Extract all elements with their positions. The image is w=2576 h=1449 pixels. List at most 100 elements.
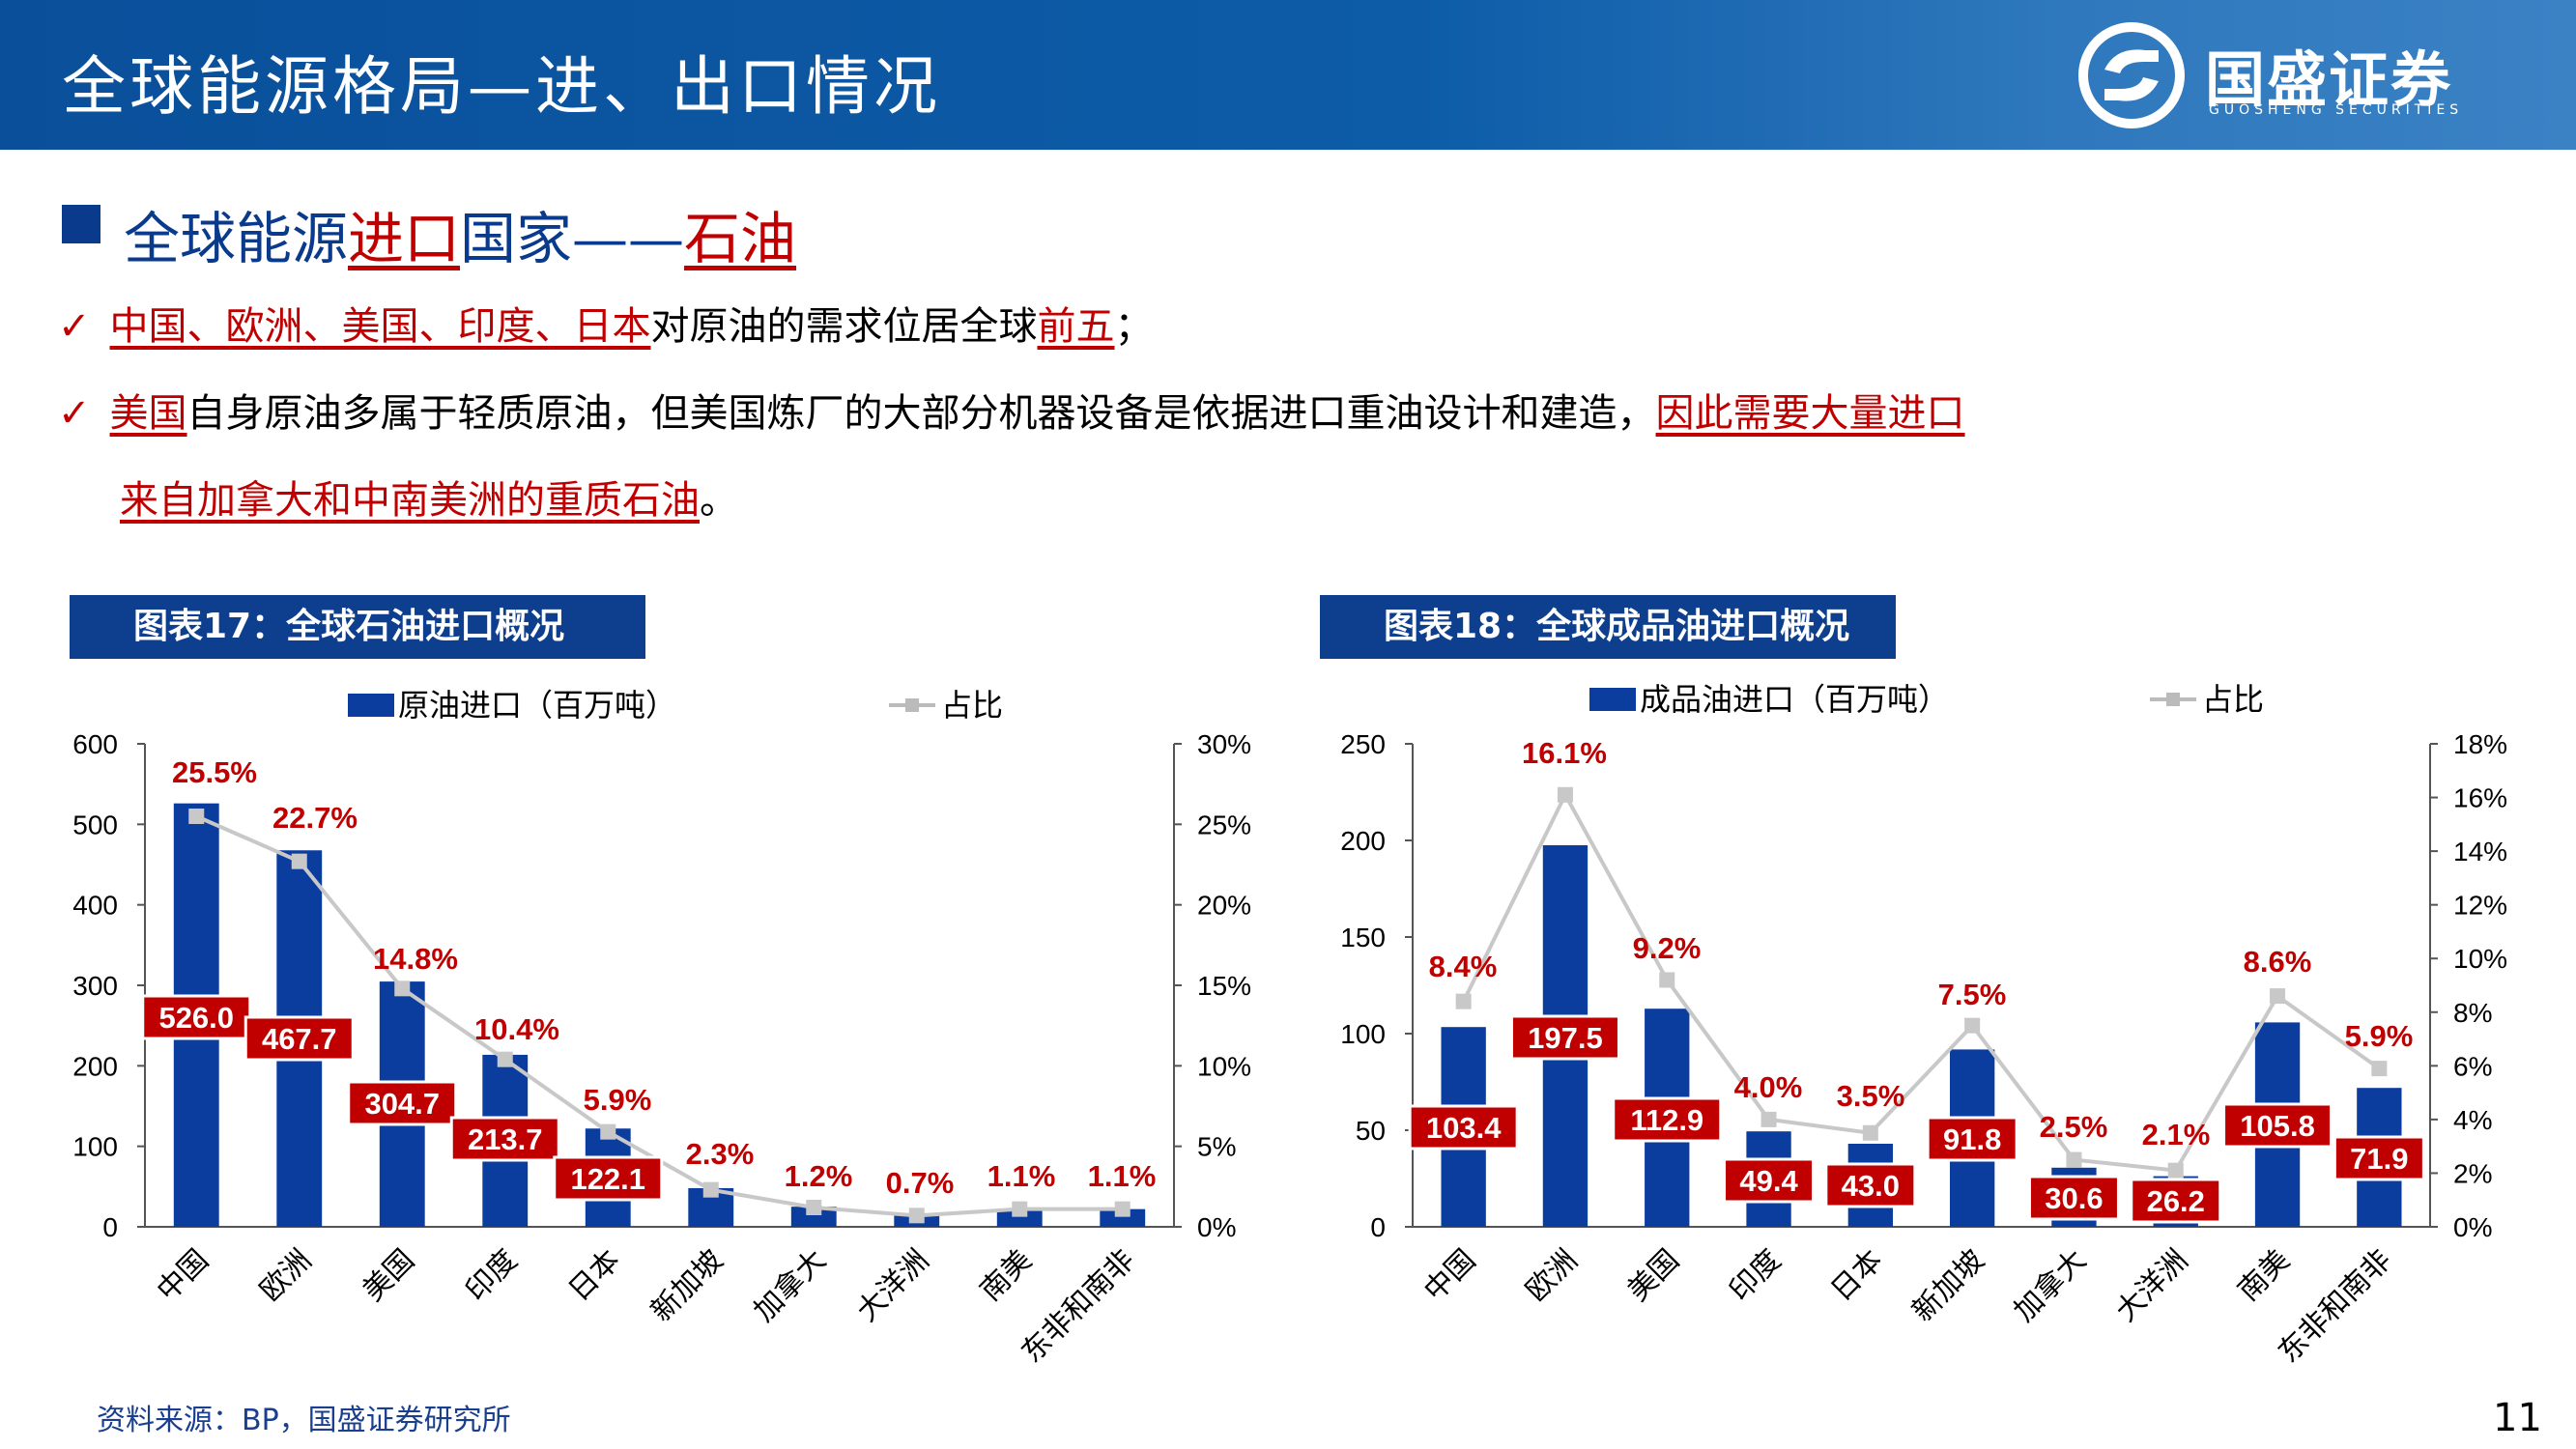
category-label: 美国: [357, 1244, 420, 1308]
value-label-box: [2222, 1102, 2333, 1149]
value-label: 91.8: [1943, 1122, 2001, 1156]
y2-tick-label: 8%: [2453, 998, 2492, 1028]
share-marker: [1557, 786, 1573, 803]
value-label-box: [2027, 1175, 2120, 1221]
chart-17: 原油进口（百万吨） 占比 0 100 200 300 400 500 600 0% 5% 10% 15%…: [72, 688, 1251, 1369]
value-label: 26.2: [2147, 1184, 2205, 1218]
y2-tick-label: 6%: [2453, 1051, 2492, 1081]
value-label: 112.9: [1630, 1103, 1703, 1137]
y-tick-label: 150: [1340, 923, 1386, 952]
percent-label: 0.7%: [886, 1166, 955, 1200]
page-title: 全球能源格局—进、出口情况: [62, 49, 941, 124]
value-label: 71.9: [2350, 1142, 2408, 1176]
category-label: 大洋洲: [851, 1244, 935, 1328]
chart17-title: 图表17：全球石油进口概况: [70, 595, 645, 659]
share-marker: [600, 1123, 616, 1140]
value-label: 467.7: [262, 1022, 337, 1056]
share-marker: [908, 1208, 925, 1224]
percent-label: 16.1%: [1522, 736, 1607, 770]
legend-line-marker: [905, 698, 919, 712]
value-label-box: [1612, 1096, 1723, 1143]
value-label: 122.1: [570, 1162, 645, 1196]
square-bullet-icon: [62, 205, 100, 243]
y-tick-label: 0: [102, 1212, 118, 1242]
chart-18: 成品油进口（百万吨） 占比 0 50 100 150 200 250 0% 2% 4% 6% 8% 10%…: [1340, 682, 2507, 1369]
y2-tick-label: 5%: [1197, 1132, 1236, 1162]
y2-tick-label: 20%: [1197, 891, 1251, 921]
share-marker: [702, 1181, 719, 1198]
legend-line-marker: [2166, 693, 2180, 706]
category-label: 南美: [974, 1244, 1038, 1308]
share-marker: [1114, 1201, 1131, 1217]
y-tick-label: 300: [72, 971, 118, 1001]
percent-label: 1.1%: [987, 1159, 1056, 1193]
y2-tick-label: 2%: [2453, 1158, 2492, 1188]
percent-label: 2.3%: [686, 1137, 755, 1171]
y2-tick-label: 15%: [1197, 971, 1251, 1001]
percent-label: 14.8%: [373, 942, 458, 976]
category-label: 南美: [2232, 1244, 2296, 1308]
percent-label: 22.7%: [272, 801, 358, 835]
category-label: 印度: [1724, 1244, 1788, 1308]
legend-bar-swatch: [348, 694, 394, 717]
bar: [1100, 1208, 1146, 1227]
y-tick-label: 200: [1340, 826, 1386, 856]
share-marker: [806, 1200, 822, 1215]
legend-line-label: 占比: [2202, 682, 2264, 717]
y-tick-label: 250: [1340, 729, 1386, 759]
y-tick-label: 600: [72, 729, 118, 759]
value-label: 213.7: [468, 1122, 543, 1156]
category-label: 新加坡: [645, 1244, 730, 1328]
header-banner: 全球能源格局—进、出口情况 国盛证券 GUOSHENG SECURITIES: [0, 0, 2576, 150]
value-label: 103.4: [1426, 1111, 1502, 1145]
value-label-box: [2130, 1178, 2222, 1224]
legend-bar-swatch: [1589, 688, 1636, 711]
value-label: 43.0: [1842, 1169, 1900, 1203]
y-tick-label: 500: [72, 810, 118, 839]
value-label-box: [1408, 1104, 1519, 1151]
category-label: 加拿大: [2008, 1244, 2092, 1328]
percent-label: 5.9%: [584, 1083, 652, 1117]
share-marker: [2371, 1061, 2388, 1077]
value-label: 197.5: [1528, 1021, 1603, 1055]
share-marker: [1012, 1201, 1028, 1217]
checkmark-icon: ✓: [58, 304, 91, 349]
value-label: 30.6: [2045, 1181, 2103, 1215]
category-label: 日本: [1825, 1244, 1889, 1308]
y-tick-label: 200: [72, 1051, 118, 1081]
y2-tick-label: 12%: [2453, 891, 2507, 921]
y2-tick-label: 18%: [2453, 729, 2507, 759]
percent-label: 3.5%: [1837, 1079, 1905, 1113]
share-line: [1461, 790, 2381, 1173]
percent-label: 8.4%: [1429, 950, 1498, 983]
legend-line-label: 占比: [941, 688, 1003, 723]
percent-label: 2.5%: [2040, 1110, 2108, 1144]
share-marker: [291, 853, 307, 869]
y2-tick-label: 0%: [2453, 1212, 2492, 1242]
legend-bar-label: 原油进口（百万吨）: [398, 688, 676, 723]
bar: [996, 1209, 1043, 1227]
share-marker: [2066, 1151, 2082, 1168]
logo-icon: [2078, 22, 2185, 128]
logo-name: 国盛证券: [2205, 44, 2453, 115]
value-label-box: [2333, 1135, 2425, 1181]
y-tick-label: 100: [72, 1132, 118, 1162]
percent-label: 8.6%: [2244, 945, 2312, 979]
y2-tick-label: 10%: [2453, 944, 2507, 974]
share-marker: [1760, 1111, 1777, 1127]
category-label: 印度: [460, 1244, 524, 1308]
category-label: 东非和南非: [1016, 1244, 1140, 1369]
bullet-2-continued: 来自加拿大和中南美洲的重质石油。: [120, 478, 738, 523]
percent-label: 5.9%: [2345, 1019, 2414, 1053]
percent-label: 1.1%: [1088, 1159, 1157, 1193]
value-label-box: [1723, 1157, 1816, 1204]
page-number: 11: [2493, 1396, 2542, 1440]
percent-label: 25.5%: [172, 755, 257, 789]
value-label-box: [1509, 1014, 1620, 1061]
y-tick-label: 100: [1340, 1019, 1386, 1049]
value-label: 304.7: [364, 1087, 440, 1121]
y-tick-label: 400: [72, 891, 118, 921]
share-marker: [1659, 972, 1675, 988]
value-label-box: [553, 1155, 664, 1202]
legend-bar-label: 成品油进口（百万吨）: [1640, 682, 1949, 717]
